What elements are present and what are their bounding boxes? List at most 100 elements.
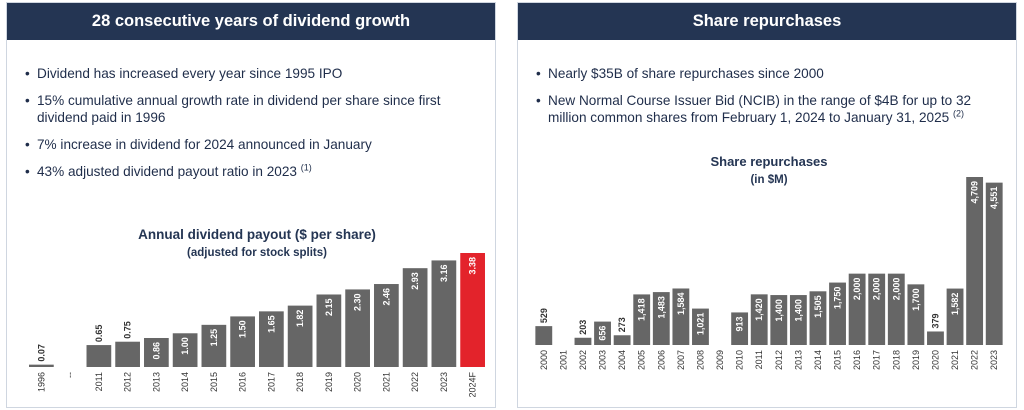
repurchases-chart: Share repurchases (in $M) 529 2000 2001 203 20… xyxy=(535,154,1003,370)
x-tick-label: 2021 xyxy=(950,350,960,370)
x-tick-label: 2012 xyxy=(774,350,784,370)
repurchases-panel: Share repurchases Nearly $35B of share r… xyxy=(517,2,1017,408)
x-tick-label: 2008 xyxy=(695,350,705,370)
bar xyxy=(946,288,964,345)
data-label: 1,584 xyxy=(676,292,686,315)
x-tick-label: 2002 xyxy=(578,350,588,370)
bar xyxy=(374,284,399,367)
x-tick-label: 2006 xyxy=(656,350,666,370)
data-label: 2,000 xyxy=(852,278,862,301)
footnote-marker: (1) xyxy=(300,162,312,173)
x-tick-label: 2016 xyxy=(238,372,248,392)
bar xyxy=(201,324,227,367)
bar xyxy=(402,268,428,367)
x-tick-label: 2016 xyxy=(852,350,862,370)
data-label: 3.16 xyxy=(439,264,449,282)
x-tick-label: 2018 xyxy=(891,350,901,370)
bar xyxy=(115,341,140,367)
x-tick-label: 2010 xyxy=(735,350,745,370)
data-label: 1.25 xyxy=(209,329,219,347)
x-tick-label: 2013 xyxy=(793,350,803,370)
data-label: 1,483 xyxy=(656,296,666,319)
bullet-item: 7% increase in dividend for 2024 announc… xyxy=(25,136,485,153)
bar xyxy=(460,253,485,367)
bar xyxy=(868,273,886,345)
dividend-bullets: Dividend has increased every year since … xyxy=(25,65,485,190)
x-tick-label: 2007 xyxy=(676,350,686,370)
bar xyxy=(144,337,169,367)
data-label: 4,551 xyxy=(989,187,999,210)
chart-subtitle: (in $M) xyxy=(750,174,787,186)
bar xyxy=(652,292,670,345)
x-tick-label: 2014 xyxy=(180,372,190,392)
x-tick-label: 2014 xyxy=(813,350,823,370)
data-label: 0.65 xyxy=(94,325,104,343)
bar xyxy=(672,288,690,345)
data-label: 1,700 xyxy=(911,288,921,311)
bar xyxy=(731,312,749,345)
x-tick-label: 2019 xyxy=(324,372,334,392)
data-label: 2.15 xyxy=(324,298,334,316)
data-label: 1,582 xyxy=(950,293,960,316)
x-tick-label: 2021 xyxy=(381,372,391,392)
bar xyxy=(750,294,768,345)
x-tick-label: 2020 xyxy=(930,350,940,370)
bullet-item: 15% cumulative annual growth rate in div… xyxy=(25,92,485,126)
data-label: 1,400 xyxy=(774,299,784,322)
x-tick-label: 2001 xyxy=(558,350,568,370)
x-tick-label: 2019 xyxy=(911,350,921,370)
data-label: 4,709 xyxy=(970,181,980,204)
bar xyxy=(966,177,984,345)
x-tick-label: 2017 xyxy=(266,372,276,392)
dividend-chart: Annual dividend payout ($ per share) (adj… xyxy=(29,227,485,398)
data-label: 2,000 xyxy=(891,278,901,301)
data-label: 1.65 xyxy=(266,315,276,333)
bullet-item: New Normal Course Issuer Bid (NCIB) in t… xyxy=(536,92,1006,126)
bar xyxy=(927,331,944,345)
data-label: 1,400 xyxy=(793,299,803,322)
chart-title: Annual dividend payout ($ per share) xyxy=(138,227,376,242)
x-tick-label: 2004 xyxy=(617,350,627,370)
data-label: 1,505 xyxy=(813,295,823,318)
bar xyxy=(259,311,284,367)
x-tick-label: 2000 xyxy=(539,350,549,370)
x-tick-label: 2015 xyxy=(833,350,843,370)
data-label: 1.00 xyxy=(180,337,190,355)
x-tick-label: 2022 xyxy=(410,372,420,392)
bar xyxy=(172,333,198,367)
x-tick-label: 2011 xyxy=(754,350,764,369)
bar xyxy=(613,335,631,345)
data-label: 1,418 xyxy=(637,298,647,321)
x-tick-label: 2017 xyxy=(872,350,882,370)
x-tick-label: 2013 xyxy=(151,372,161,392)
x-tick-label: 2024F xyxy=(468,372,478,398)
x-tick-label: 2023 xyxy=(989,350,999,370)
data-label: 656 xyxy=(598,326,608,341)
bar xyxy=(907,284,925,345)
bar xyxy=(633,294,651,345)
data-label: 273 xyxy=(617,317,627,332)
bullet-text: New Normal Course Issuer Bid (NCIB) in t… xyxy=(548,93,972,125)
data-label: 1,021 xyxy=(695,313,705,336)
x-tick-label: 2011 xyxy=(94,372,104,391)
bullet-text: 43% adjusted dividend payout ratio in 20… xyxy=(37,164,297,179)
bullet-text: 7% increase in dividend for 2024 announc… xyxy=(37,137,372,152)
data-label: 0.75 xyxy=(123,321,133,339)
bullet-text: 15% cumulative annual growth rate in div… xyxy=(37,93,441,125)
x-tick-label: 2023 xyxy=(439,372,449,392)
bar xyxy=(316,294,342,367)
data-label: 1,750 xyxy=(833,287,843,310)
repurchases-panel-title: Share repurchases xyxy=(518,3,1016,40)
data-label: 2,000 xyxy=(872,278,882,301)
x-tick-label: 2005 xyxy=(637,350,647,370)
bar xyxy=(431,260,457,367)
x-tick-label: 2012 xyxy=(123,372,133,392)
bullet-item: 43% adjusted dividend payout ratio in 20… xyxy=(25,163,485,180)
bar xyxy=(829,282,846,345)
footnote-marker: (2) xyxy=(953,108,964,119)
bar xyxy=(230,316,255,367)
x-tick-label: 2003 xyxy=(598,350,608,370)
bar xyxy=(848,273,866,345)
bar xyxy=(770,295,788,345)
data-label: 203 xyxy=(578,320,588,335)
